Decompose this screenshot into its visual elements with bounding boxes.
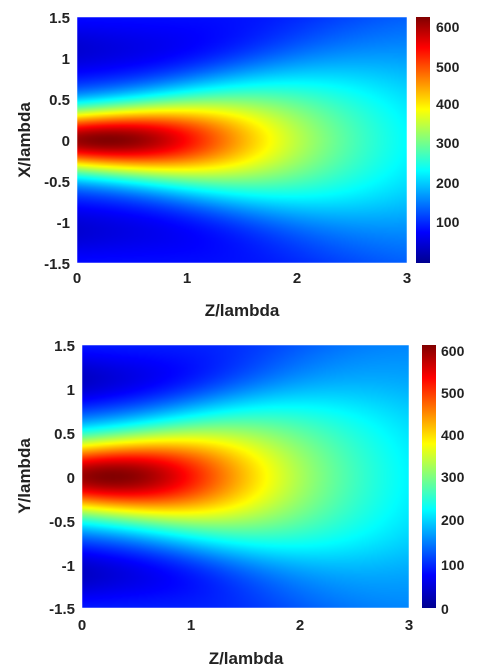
plot-frame-2: [81, 344, 410, 609]
x-axis-title: Z/lambda: [205, 301, 280, 320]
y-tick-label: -0.5: [49, 514, 75, 531]
colorbar-tick-label: 0: [441, 601, 449, 617]
colorbar-2: [422, 345, 436, 608]
colorbar-tick-label: 600: [436, 19, 460, 35]
y-tick-label: -1.5: [44, 256, 70, 273]
x-tick-label: 0: [73, 270, 81, 287]
y-tick-label: -1: [57, 215, 70, 232]
y-tick-label: 1: [62, 51, 70, 68]
colorbar-tick-label: 500: [441, 385, 465, 401]
colorbar-1: [416, 17, 430, 263]
y-tick-label: 0.5: [54, 426, 75, 443]
heatmap-plot-2: 1.5 1 0.5 0 -0.5 -1 -1.5 0 1 2 3 Z/lambd…: [15, 338, 465, 668]
plot-frame-1: [76, 16, 408, 264]
y-tick-label: -0.5: [44, 174, 70, 191]
y-tick-label: -1: [62, 558, 75, 575]
y-axis-title: X/lambda: [15, 102, 34, 178]
x-tick-label: 1: [187, 617, 195, 634]
colorbar-tick-label: 100: [436, 214, 460, 230]
x-tick-label: 2: [293, 270, 301, 287]
x-tick-label: 1: [183, 270, 191, 287]
x-tick-label: 3: [403, 270, 411, 287]
colorbar-tick-label: 600: [441, 343, 465, 359]
colorbar-tick-label: 100: [441, 557, 465, 573]
y-tick-label: 0: [62, 133, 70, 150]
x-tick-label: 3: [405, 617, 413, 634]
x-axis-title: Z/lambda: [209, 649, 284, 668]
colorbar-tick-label: 300: [441, 469, 465, 485]
x-tick-label: 2: [296, 617, 304, 634]
y-tick-label: 1: [67, 382, 75, 399]
colorbar-tick-label: 200: [436, 175, 460, 191]
x-tick-label: 0: [78, 617, 86, 634]
y-tick-label: 1.5: [54, 338, 75, 355]
heatmap-plot-1: 1.5 1 0.5 0 -0.5 -1 -1.5 0 1 2 3 Z/lambd…: [15, 10, 460, 320]
colorbar-tick-label: 400: [436, 96, 460, 112]
colorbar-tick-label: 400: [441, 427, 465, 443]
y-tick-label: 0.5: [49, 92, 70, 109]
y-tick-label: 0: [67, 470, 75, 487]
y-tick-label: -1.5: [49, 601, 75, 618]
colorbar-tick-label: 500: [436, 59, 460, 75]
heatmap-image-2: [82, 345, 409, 608]
y-tick-label: 1.5: [49, 10, 70, 27]
colorbar-tick-label: 200: [441, 512, 465, 528]
y-axis-title: Y/lambda: [15, 438, 34, 514]
heatmap-image-1: [77, 17, 407, 263]
colorbar-tick-label: 300: [436, 135, 460, 151]
